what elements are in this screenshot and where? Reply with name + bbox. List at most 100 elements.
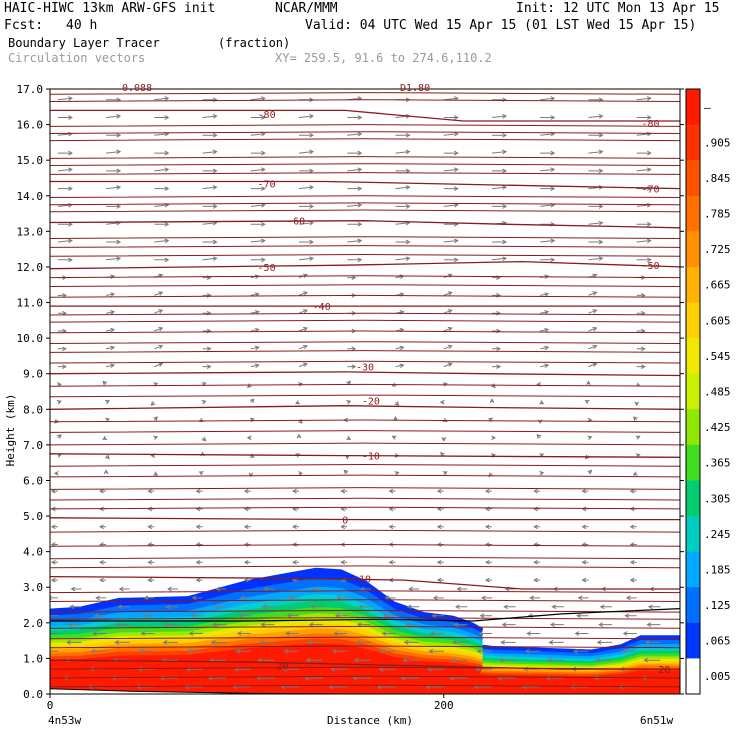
theta-line [50,163,680,166]
y-axis-title: Height (km) [4,394,17,467]
theta-line [50,675,680,679]
theta-line [50,543,680,547]
vector-arrow [498,657,516,663]
vector-arrow [581,577,589,583]
vector-arrow [491,113,508,119]
vector-arrow [484,577,492,583]
vector-arrow [92,631,107,636]
theta-line [50,275,680,279]
organization: NCAR/MMM [275,1,338,16]
vector-arrow [625,595,637,601]
vector-arrow [201,436,207,442]
contour-label: 20 [658,665,670,676]
colorbar-swatch [686,338,700,375]
vector-arrow [106,292,116,297]
vector-arrow [540,310,550,315]
vector-arrow [394,471,400,476]
vector-arrow [202,113,218,119]
vector-arrow [57,202,73,208]
vector-arrow [150,401,156,406]
vector-arrow [545,675,564,681]
vector-arrow [443,167,459,173]
theta-line [50,92,680,95]
vector-arrow [187,648,203,654]
vector-arrow [526,631,541,636]
x-end-label-right: 6n51w [640,714,673,727]
vector-arrow [492,346,502,352]
vector-arrow [440,451,445,457]
pbl-height-line [50,608,680,622]
vector-arrow [481,595,492,601]
vector-arrow [95,595,107,601]
vector-arrow [106,204,122,209]
colorbar-label: .485 [704,386,731,399]
vector-arrow [258,640,275,645]
vector-arrow [250,96,266,101]
vector-arrow [202,346,212,352]
vector-arrow [443,344,453,350]
vector-arrow [56,400,62,405]
contour-label: -50 [258,263,276,274]
vector-arrow [291,559,299,565]
vector-arrow [492,97,508,103]
vector-arrow [137,666,155,672]
vector-arrow [644,640,661,645]
y-tick-label: 8.0 [23,403,43,416]
colorbar-label: .905 [704,136,731,149]
vector-arrow [388,524,396,530]
vector-arrow [484,488,492,494]
vector-arrow [388,488,396,494]
vector-arrow [536,434,542,439]
vector-arrow [153,435,159,441]
vector-arrow [391,435,397,440]
vector-arrow [198,471,204,476]
vector-arrow [202,256,218,262]
vector-arrow [636,364,646,369]
vector-arrow [250,115,266,120]
vector-arrow [57,364,67,369]
vector-arrow [154,344,164,350]
vector-arrow [99,488,107,494]
vector-arrow [395,239,411,245]
vector-arrow [298,326,308,332]
colorbar-swatch [686,516,700,553]
temperature-contour [50,109,680,122]
temperature-contour [50,260,680,270]
valid-time: Valid: 04 UTC Wed 15 Apr 15 (01 LST Wed … [305,18,697,33]
vector-arrow [533,577,541,583]
vector-arrow [147,488,155,494]
vector-arrow [243,488,251,494]
y-tick-label: 16.0 [17,119,44,132]
contour-label: -80 [258,110,276,121]
vector-arrow [260,622,275,627]
vector-arrow [395,345,405,351]
theta-line [50,487,680,490]
vector-arrow [249,398,255,404]
colorbar-swatch [686,444,700,481]
vector-arrow [154,309,164,314]
vector-arrow [551,604,564,610]
vector-arrow [489,398,495,403]
vector-arrow [154,150,170,156]
theta-line [50,202,680,206]
vector-arrow [215,586,227,592]
vector-arrow [202,149,218,155]
vector-arrow [202,204,218,209]
vector-arrow [540,167,556,173]
vector-arrow [154,115,170,120]
vector-arrow [69,604,82,610]
vector-arrow [441,437,447,442]
contour-label: -60 [287,217,305,228]
vector-arrow [428,648,444,654]
vector-arrow [353,657,371,663]
vector-arrow [299,239,315,245]
vector-arrow [574,631,589,636]
vector-arrow [298,418,303,424]
vector-arrow [581,559,589,565]
vector-arrow [347,221,363,227]
y-tick-label: 17.0 [17,83,44,96]
vector-arrow [243,524,251,530]
vector-arrow [347,186,363,192]
vector-arrow [202,168,218,174]
temperature-contour [50,405,680,410]
